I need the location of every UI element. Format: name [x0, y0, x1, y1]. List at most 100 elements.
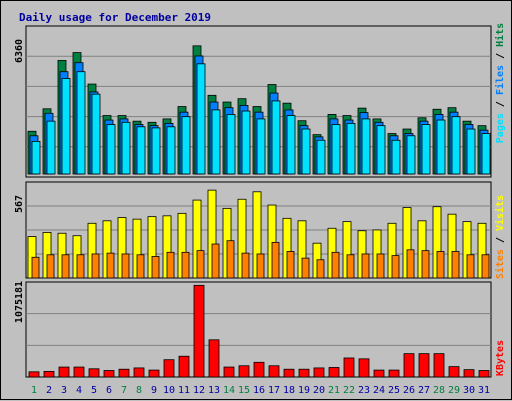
x-tick-label: 8	[136, 385, 142, 396]
bar-sites-2	[46, 254, 55, 279]
bar-kbytes-30	[463, 369, 475, 378]
x-tick-label: 17	[268, 385, 280, 396]
x-tick-label: 16	[253, 385, 265, 396]
bar-kbytes-9	[148, 369, 160, 378]
legend-pages: Pages	[495, 113, 506, 143]
bar-kbytes-2	[43, 370, 55, 378]
legend-hits: Hits	[494, 23, 506, 47]
bar-pages-18	[286, 115, 296, 175]
x-tick-label: 18	[283, 385, 295, 396]
y-max-label: 567	[14, 195, 25, 213]
bar-pages-15	[241, 110, 251, 175]
bar-kbytes-12	[193, 284, 205, 378]
bar-sites-25	[391, 255, 400, 279]
bar-kbytes-19	[298, 368, 310, 378]
bar-kbytes-25	[388, 369, 400, 378]
bar-sites-19	[301, 257, 310, 279]
legend-sites: Sites	[494, 249, 506, 279]
bar-pages-8	[136, 126, 146, 175]
y-max-label: 6360	[14, 39, 25, 63]
bar-sites-8	[136, 254, 145, 279]
right-legend: Pages / Files / Hits	[494, 23, 506, 143]
x-tick-label: 11	[178, 385, 190, 396]
bar-sites-16	[256, 253, 265, 279]
bar-kbytes-18	[283, 368, 295, 378]
bar-sites-28	[436, 251, 445, 279]
bar-pages-27	[421, 124, 431, 175]
bar-kbytes-23	[358, 358, 370, 378]
bar-pages-22	[346, 123, 356, 175]
bar-sites-27	[421, 250, 430, 279]
bar-kbytes-21	[328, 367, 340, 378]
bar-pages-14	[226, 114, 236, 175]
bar-kbytes-8	[133, 367, 145, 378]
x-tick-label: 21	[328, 385, 340, 396]
x-tick-label: 24	[373, 385, 385, 396]
y-max-label: 1075181	[14, 281, 25, 323]
bar-kbytes-4	[73, 366, 85, 378]
bar-pages-20	[316, 139, 326, 175]
bar-sites-23	[361, 253, 370, 279]
bar-pages-1	[31, 140, 41, 175]
legend-kbytes: KBytes	[495, 340, 506, 376]
x-tick-label: 1	[31, 385, 37, 396]
x-tick-label: 29	[448, 385, 460, 396]
bar-sites-15	[241, 252, 250, 279]
bar-sites-24	[376, 253, 385, 279]
bar-kbytes-26	[403, 353, 415, 378]
bar-pages-31	[481, 133, 491, 175]
bar-sites-14	[226, 240, 235, 279]
bar-sites-4	[76, 254, 85, 279]
bar-sites-29	[451, 251, 460, 279]
bar-sites-13	[211, 243, 220, 279]
bar-sites-30	[466, 254, 475, 279]
x-tick-label: 6	[106, 385, 112, 396]
chart-title: Daily usage for December 2019	[19, 11, 211, 24]
bar-kbytes-17	[268, 365, 280, 378]
bar-kbytes-28	[433, 353, 445, 378]
x-tick-label: 9	[151, 385, 157, 396]
bar-pages-19	[301, 128, 311, 175]
x-tick-label: 27	[418, 385, 430, 396]
bar-pages-2	[46, 120, 56, 175]
bar-pages-26	[406, 135, 416, 175]
bar-pages-17	[271, 100, 281, 175]
bar-pages-9	[151, 127, 161, 175]
legend-separator: /	[495, 47, 506, 65]
x-tick-label: 19	[298, 385, 310, 396]
bar-sites-6	[106, 252, 115, 279]
bar-pages-21	[331, 124, 341, 175]
bar-pages-12	[196, 63, 206, 175]
x-tick-label: 15	[238, 385, 250, 396]
bar-kbytes-3	[58, 366, 70, 378]
bar-pages-11	[181, 116, 191, 175]
bar-kbytes-10	[163, 359, 175, 378]
bar-sites-1	[31, 256, 40, 279]
bar-sites-9	[151, 256, 160, 279]
bar-kbytes-6	[103, 370, 115, 378]
bar-sites-11	[181, 251, 190, 279]
bar-kbytes-16	[253, 361, 265, 378]
x-tick-label: 25	[388, 385, 400, 396]
x-tick-label: 20	[313, 385, 325, 396]
bar-pages-29	[451, 116, 461, 175]
legend-separator: /	[495, 231, 506, 249]
bar-kbytes-22	[343, 357, 355, 378]
bar-sites-26	[406, 249, 415, 279]
bar-pages-25	[391, 139, 401, 175]
x-tick-label: 30	[463, 385, 475, 396]
bar-pages-23	[361, 118, 371, 175]
bar-pages-24	[376, 125, 386, 175]
bar-pages-28	[436, 119, 446, 175]
bar-kbytes-14	[223, 366, 235, 378]
bar-pages-30	[466, 128, 476, 175]
x-tick-label: 26	[403, 385, 415, 396]
bar-kbytes-27	[418, 353, 430, 378]
bar-sites-18	[286, 251, 295, 279]
right-legend: KBytes	[495, 340, 506, 376]
x-tick-label: 10	[163, 385, 175, 396]
bar-pages-6	[106, 124, 116, 175]
bar-kbytes-29	[448, 366, 460, 378]
legend-visits: Visits	[494, 195, 506, 231]
